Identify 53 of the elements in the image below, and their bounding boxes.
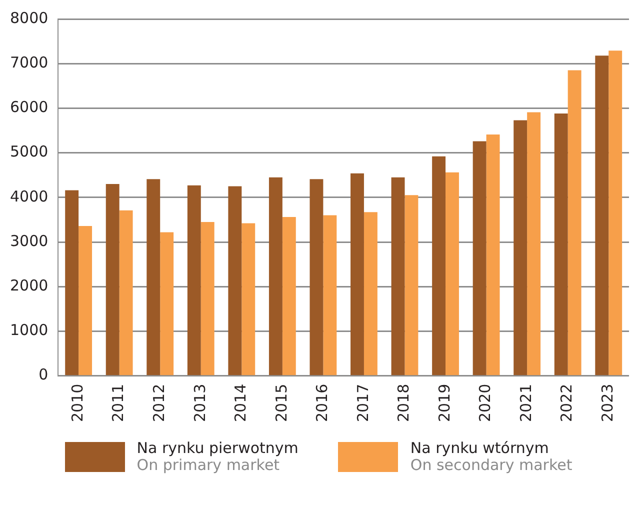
y-tick-label: 7000	[10, 53, 48, 72]
bar	[350, 173, 364, 376]
bar	[228, 186, 242, 376]
bar	[146, 179, 160, 376]
x-tick-label: 2011	[109, 384, 128, 422]
bar	[160, 232, 174, 376]
bar	[404, 195, 418, 376]
y-tick-label: 6000	[10, 98, 48, 116]
bar	[268, 177, 282, 376]
x-tick-label: 2023	[598, 384, 617, 422]
y-tick-label: 3000	[10, 232, 48, 250]
y-tick-label: 8000	[10, 8, 48, 27]
bar	[568, 70, 582, 376]
bar	[554, 114, 568, 376]
legend-label: Na rynku pierwotnym On primary market	[136, 439, 298, 474]
x-tick-label: 2016	[313, 384, 332, 422]
bar	[514, 120, 528, 376]
x-tick-label: 2013	[190, 384, 209, 422]
x-tick-label: 2022	[558, 384, 576, 422]
bar	[310, 179, 324, 376]
x-tick-label: 2014	[232, 384, 250, 422]
y-tick-label: 5000	[10, 142, 48, 161]
bar	[242, 223, 256, 376]
bar	[364, 212, 378, 376]
bar	[78, 226, 92, 376]
x-tick-label: 2018	[394, 384, 413, 422]
bar	[432, 156, 446, 376]
x-tick-label: 2012	[150, 384, 168, 422]
bar	[200, 222, 214, 376]
bar	[119, 210, 133, 376]
x-tick-label: 2017	[354, 384, 372, 422]
bar	[323, 215, 337, 376]
y-tick-label: 0	[38, 366, 48, 384]
y-tick-label: 4000	[10, 187, 48, 206]
x-tick-label: 2019	[435, 384, 454, 422]
bar	[608, 50, 622, 376]
legend-label: Na rynku wtórnym On secondary market	[410, 439, 572, 474]
y-tick-label: 2000	[10, 276, 48, 295]
bar	[527, 112, 541, 376]
bar	[486, 134, 500, 376]
x-tick-label: 2015	[272, 384, 290, 422]
bar	[282, 217, 296, 376]
x-tick-label: 2020	[476, 384, 494, 422]
x-tick-label: 2021	[516, 384, 535, 422]
bar	[187, 185, 201, 376]
bar	[106, 184, 120, 376]
bar	[446, 172, 459, 376]
y-tick-label: 1000	[10, 321, 48, 340]
bar	[391, 177, 405, 376]
bar	[595, 56, 609, 376]
x-tick-label: 2010	[68, 384, 86, 422]
bar	[65, 190, 79, 376]
bar	[472, 141, 486, 376]
